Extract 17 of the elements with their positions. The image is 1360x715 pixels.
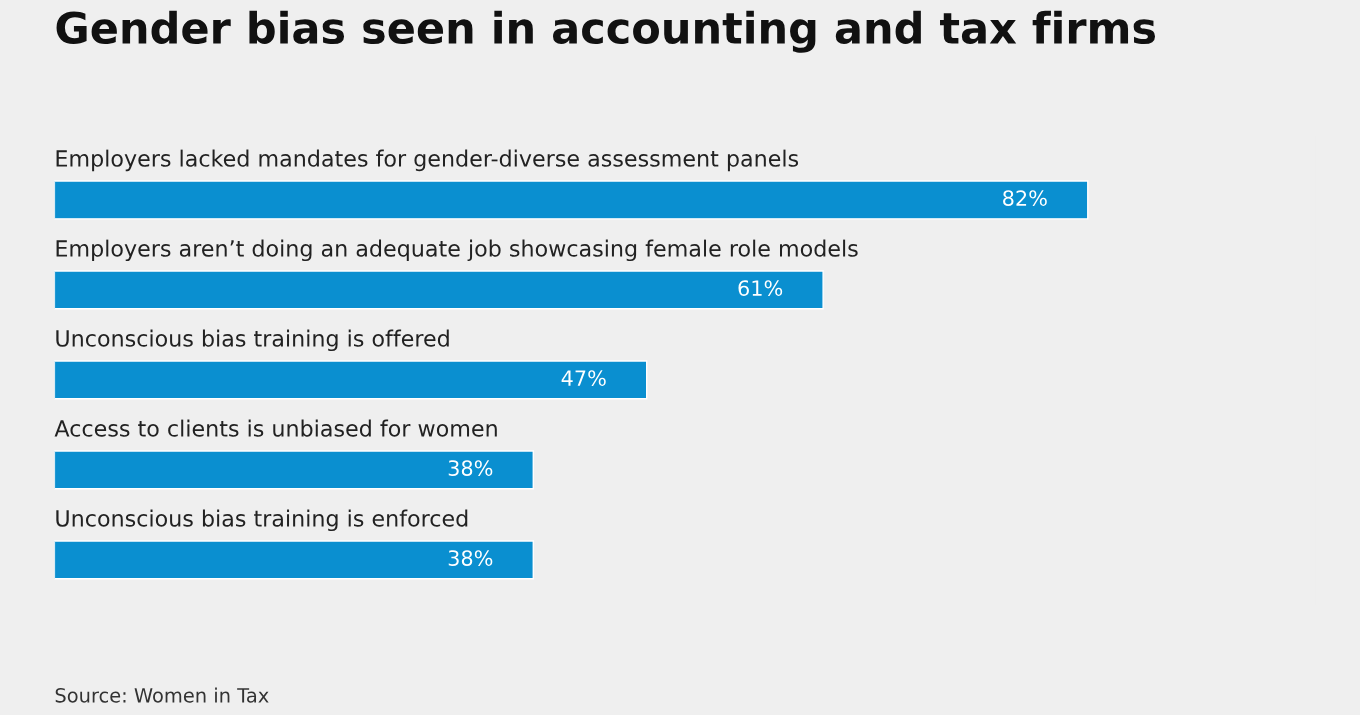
bar xyxy=(54,360,648,400)
y-tick-label: Access to clients is unbiased for women xyxy=(54,419,497,437)
y-tick-label: Unconscious bias training is enforced xyxy=(56,509,468,532)
data-label: 61% xyxy=(738,280,783,296)
bar xyxy=(54,450,534,490)
data-label: 38% xyxy=(448,460,493,476)
y-tick-label: Unconscious bias training is offered xyxy=(56,329,449,352)
bar xyxy=(54,180,1089,220)
data-label: 82% xyxy=(1003,190,1047,206)
source-note: Source: Women in Tax xyxy=(55,687,269,703)
data-label: 47% xyxy=(561,370,606,386)
chart-title: Gender bias seen in accounting and tax firms xyxy=(56,10,1156,53)
y-tick-label: Employers aren’t doing an adequate job showcasing female role models xyxy=(56,239,858,262)
bar xyxy=(54,270,824,310)
bar xyxy=(54,540,534,580)
data-label: 38% xyxy=(448,550,493,566)
y-tick-label: Employers lacked mandates for gender-diverse assessment panels xyxy=(56,149,799,172)
